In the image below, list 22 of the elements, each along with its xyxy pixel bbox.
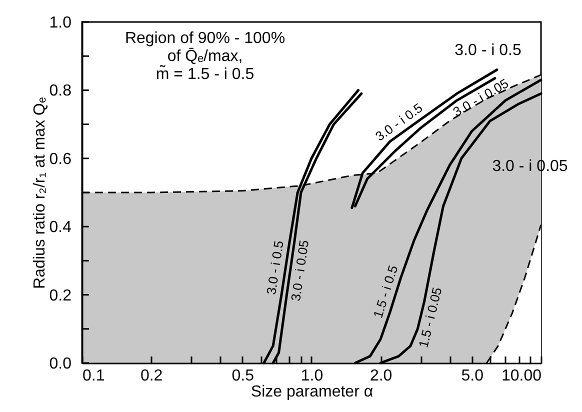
y-tick-label: 0.4 xyxy=(49,219,72,236)
annotation: 3.0 - i 0.5 xyxy=(454,42,522,59)
x-tick-label: 0.5 xyxy=(232,368,254,384)
text: 3.0 - i 0.5 xyxy=(264,240,286,296)
text: 1.5 - i 0.5 xyxy=(370,264,401,320)
y-tick-label: 0.6 xyxy=(49,150,72,168)
text: 3.0 - i 0.05 xyxy=(288,239,312,302)
x-tick-label: 0.2 xyxy=(140,368,163,384)
y-tick-label: 0.0 xyxy=(49,356,72,372)
x-tick-label: 10.00 xyxy=(501,368,542,384)
annotation: Region of 90% - 100% of Q̄ₑ/max, m̃ = 1.5 - i 0.5 xyxy=(124,30,286,83)
x-axis-title: Size parameter α xyxy=(250,384,374,400)
y-tick-label: 0.2 xyxy=(49,287,72,304)
y-tick-label: 1.0 xyxy=(49,14,72,32)
text: 3.0 - i 0.5 xyxy=(372,100,426,144)
y-tick-label: 0.8 xyxy=(49,82,72,100)
x-tick-label: 5.0 xyxy=(461,368,484,384)
x-tick-label: 2.0 xyxy=(370,368,392,384)
x-tick-label: 1.0 xyxy=(300,368,324,384)
text: 1.5 - i 0.05 xyxy=(416,286,445,350)
y-axis-title: Radius ratio r₂/r₁ at max Qₑ xyxy=(31,97,48,289)
x-tick-label: 0.1 xyxy=(82,368,105,384)
